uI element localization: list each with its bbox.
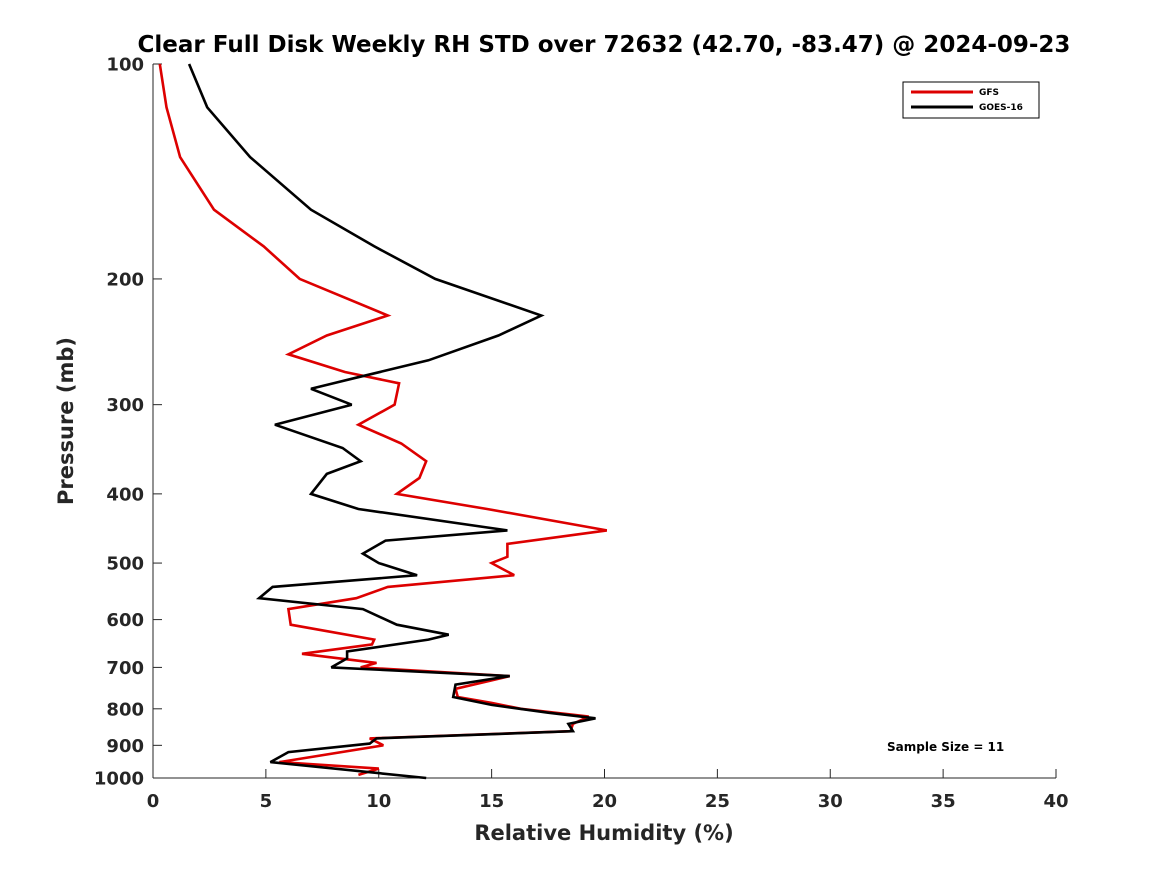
series-line-goes-16	[187, 63, 596, 780]
y-tick-label: 900	[106, 736, 144, 757]
y-tick-label: 800	[106, 699, 144, 720]
chart-title: Clear Full Disk Weekly RH STD over 72632…	[138, 32, 1071, 58]
x-tick-label: 35	[931, 791, 956, 812]
x-tick-label: 40	[1043, 791, 1068, 812]
x-tick-label: 25	[705, 791, 730, 812]
y-tick-label: 400	[106, 484, 144, 505]
x-tick-label: 30	[818, 791, 843, 812]
x-axis-label: Relative Humidity (%)	[474, 821, 733, 845]
y-axis-label: Pressure (mb)	[54, 337, 78, 505]
x-tick-label: 15	[479, 791, 504, 812]
sample-size-annotation: Sample Size = 11	[887, 740, 1004, 754]
y-tick-label: 700	[106, 658, 144, 679]
legend-label-gfs: GFS	[979, 88, 999, 98]
series-line-gfs	[158, 63, 608, 777]
legend: GFS GOES-16	[902, 81, 1040, 119]
y-tick-label: 100	[106, 55, 144, 76]
y-tick-label: 500	[106, 554, 144, 575]
legend-box	[902, 81, 1040, 119]
y-tick-label: 1000	[94, 769, 144, 790]
y-tick-label: 600	[106, 610, 144, 631]
series-group	[158, 63, 608, 780]
y-tick-label: 300	[106, 395, 144, 416]
x-tick-label: 20	[592, 791, 617, 812]
axes: 0 5 10 15 20 25 30 35 40 100 200 300 400 500 600 700 800…	[94, 55, 1069, 813]
x-tick-label: 5	[260, 791, 273, 812]
x-tick-label: 0	[147, 791, 160, 812]
legend-label-goes-16: GOES-16	[979, 103, 1023, 113]
y-tick-label: 200	[106, 269, 144, 290]
x-tick-label: 10	[366, 791, 391, 812]
